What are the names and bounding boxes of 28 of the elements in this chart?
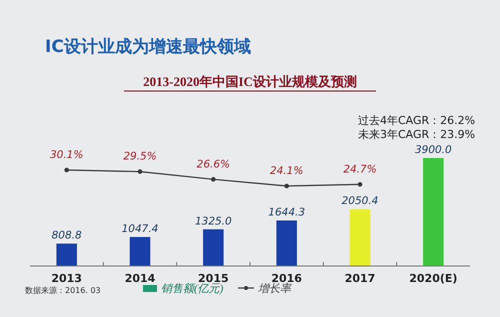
point bbox=[358, 182, 362, 187]
x-tick-label: 2020(E) bbox=[409, 272, 458, 285]
data-label: 2050.4 bbox=[342, 195, 378, 208]
point bbox=[211, 177, 216, 182]
data-label: 24.7% bbox=[343, 163, 377, 176]
point bbox=[64, 168, 69, 172]
series-label: 销售额(亿元) bbox=[161, 282, 224, 295]
x-tick-label: 2014 bbox=[124, 272, 156, 285]
point bbox=[138, 169, 142, 174]
point bbox=[284, 184, 289, 188]
annotation: 数据来源：2016. 03 bbox=[25, 286, 101, 295]
data-label: 29.5% bbox=[123, 150, 157, 163]
data-label: 3900.0 bbox=[414, 144, 452, 156]
annotation: 未来3年CAGR：23.9% bbox=[358, 128, 476, 141]
data-label: 1047.4 bbox=[122, 222, 158, 235]
data-label: 1325.0 bbox=[194, 215, 232, 228]
subtitle: 2013-2020年中国IC设计业规模及预测 bbox=[143, 74, 357, 89]
data-label: 808.8 bbox=[52, 230, 82, 242]
x-tick-label: 2013 bbox=[51, 272, 82, 285]
x-tick-label: 2017 bbox=[344, 272, 376, 285]
data-label: 1644.3 bbox=[268, 206, 306, 218]
data-label: 24.1% bbox=[270, 165, 304, 177]
annotation: 过去4年CAGR：26.2% bbox=[358, 114, 476, 127]
x-tick-label: 2015 bbox=[198, 272, 229, 285]
title: IC设计业成为增速最快领域 bbox=[45, 37, 251, 57]
data-label: 26.6% bbox=[196, 158, 230, 170]
legend-label: 增长率 bbox=[258, 282, 292, 295]
data-label: 30.1% bbox=[50, 149, 84, 161]
